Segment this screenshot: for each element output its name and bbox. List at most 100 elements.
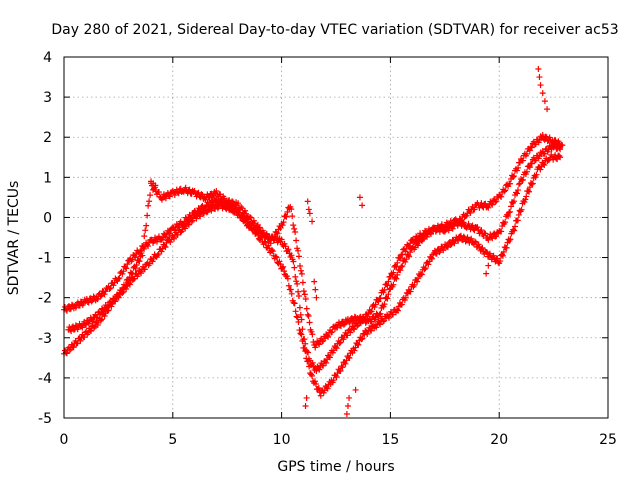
- data-point: [300, 288, 307, 295]
- data-point: [97, 293, 104, 300]
- y-tick-label: -1: [38, 251, 52, 267]
- data-point: [500, 248, 507, 255]
- data-point: [336, 340, 343, 347]
- data-point: [407, 288, 414, 295]
- data-point: [423, 233, 430, 240]
- data-point: [526, 184, 533, 191]
- data-point: [377, 321, 384, 328]
- data-point: [175, 190, 182, 197]
- data-point: [398, 263, 405, 270]
- data-point: [288, 252, 295, 259]
- data-point: [498, 228, 505, 235]
- data-point: [354, 340, 361, 347]
- data-point: [101, 312, 108, 319]
- data-point: [179, 226, 186, 233]
- data-point: [161, 243, 168, 250]
- data-point: [133, 261, 140, 268]
- data-point: [384, 295, 391, 302]
- data-point: [329, 328, 336, 335]
- data-point: [111, 298, 118, 305]
- data-point: [518, 206, 525, 213]
- data-point: [451, 240, 458, 247]
- data-point: [141, 233, 148, 240]
- data-point: [277, 261, 284, 268]
- data-point: [265, 242, 272, 249]
- data-point: [349, 318, 356, 325]
- data-point: [305, 349, 312, 356]
- data-point: [376, 311, 383, 318]
- data-point: [295, 288, 302, 295]
- data-point: [139, 252, 146, 259]
- data-point: [97, 317, 104, 324]
- data-point: [403, 256, 410, 263]
- data-point: [292, 308, 299, 315]
- x-tick-label: 15: [381, 432, 399, 448]
- data-point: [313, 367, 320, 374]
- data-point: [276, 258, 283, 265]
- data-point: [515, 211, 522, 218]
- data-point: [323, 359, 330, 366]
- data-point: [282, 213, 289, 220]
- data-point: [316, 341, 323, 348]
- data-point: [83, 321, 90, 328]
- data-point: [420, 236, 427, 243]
- data-point: [169, 232, 176, 239]
- data-point: [309, 372, 316, 379]
- data-point: [284, 275, 291, 282]
- data-point: [140, 244, 147, 251]
- data-point: [397, 255, 404, 262]
- data-point: [193, 215, 200, 222]
- data-point: [238, 204, 245, 211]
- data-point: [333, 345, 340, 352]
- data-point: [484, 249, 491, 256]
- data-point: [338, 363, 345, 370]
- data-point: [458, 218, 465, 225]
- data-point: [475, 241, 482, 248]
- data-point: [514, 187, 521, 194]
- data-point: [507, 236, 514, 243]
- data-point: [254, 232, 261, 239]
- data-point: [528, 144, 535, 151]
- data-point: [528, 181, 535, 188]
- data-point: [89, 318, 96, 325]
- data-point: [242, 207, 249, 214]
- data-point: [292, 273, 299, 280]
- data-point: [123, 265, 130, 272]
- data-point: [296, 327, 303, 334]
- data-point: [291, 225, 298, 232]
- data-point: [298, 270, 305, 277]
- data-point: [119, 289, 126, 296]
- data-point: [291, 300, 298, 307]
- data-point: [460, 233, 467, 240]
- data-point: [478, 200, 485, 207]
- data-point: [380, 303, 387, 310]
- data-point: [303, 305, 310, 312]
- data-point: [511, 227, 518, 234]
- data-point: [381, 301, 388, 308]
- data-point: [306, 363, 313, 370]
- data-point: [302, 340, 309, 347]
- data-point: [493, 233, 500, 240]
- data-point: [107, 284, 114, 291]
- data-point: [124, 261, 131, 268]
- data-point: [291, 264, 298, 271]
- data-point: [305, 206, 312, 213]
- data-point: [339, 364, 346, 371]
- data-point: [526, 188, 533, 195]
- data-point: [407, 240, 414, 247]
- data-point: [280, 219, 287, 226]
- data-point: [488, 200, 495, 207]
- data-point: [427, 231, 434, 238]
- data-point: [119, 270, 126, 277]
- data-point: [159, 234, 166, 241]
- data-point: [270, 236, 277, 243]
- data-point: [142, 227, 149, 234]
- data-point: [402, 258, 409, 265]
- data-point: [271, 233, 278, 240]
- data-point: [120, 268, 127, 275]
- data-point: [492, 198, 499, 205]
- data-point: [415, 242, 422, 249]
- data-point: [406, 253, 413, 260]
- data-point: [268, 247, 275, 254]
